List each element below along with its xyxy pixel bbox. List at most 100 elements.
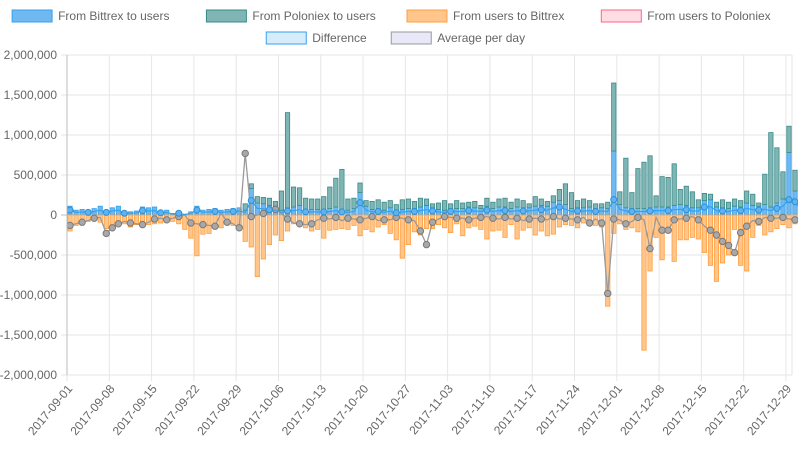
point-average-per-day bbox=[604, 289, 612, 298]
bar-from-users-to-bittrex bbox=[774, 214, 780, 229]
point-average-per-day bbox=[138, 220, 147, 229]
point-average-per-day bbox=[108, 224, 117, 232]
point-average-per-day bbox=[428, 218, 437, 226]
bar-from-poloniex-to-users bbox=[665, 176, 671, 208]
bar-from-users-to-bittrex bbox=[351, 214, 357, 226]
bar-from-poloniex-to-users bbox=[351, 197, 357, 209]
bar-from-poloniex-to-users bbox=[248, 183, 254, 190]
point-average-per-day bbox=[718, 237, 727, 246]
point-average-per-day bbox=[126, 219, 135, 227]
bar-from-poloniex-to-users bbox=[599, 203, 605, 209]
point-average-per-day bbox=[356, 216, 364, 224]
bar-from-poloniex-to-users bbox=[562, 183, 569, 206]
point-difference bbox=[302, 208, 310, 216]
bar-from-poloniex-to-users bbox=[514, 198, 520, 208]
bar-from-users-to-bittrex bbox=[532, 214, 538, 236]
bar-from-poloniex-to-users bbox=[520, 200, 526, 209]
bar-from-poloniex-to-users bbox=[429, 203, 436, 209]
bar-from-poloniex-to-users bbox=[363, 200, 369, 207]
point-difference bbox=[66, 206, 74, 214]
bar-from-users-to-bittrex bbox=[284, 214, 291, 232]
point-difference bbox=[175, 209, 183, 217]
bar-from-poloniex-to-users bbox=[345, 198, 351, 211]
bar-from-poloniex-to-users bbox=[574, 200, 581, 209]
legend-swatch bbox=[406, 9, 448, 23]
bar-from-poloniex-to-users bbox=[623, 157, 629, 209]
bar-from-users-to-bittrex bbox=[725, 214, 732, 256]
bar-from-poloniex-to-users bbox=[333, 177, 339, 208]
bar-from-users-to-bittrex bbox=[707, 214, 714, 266]
point-average-per-day bbox=[646, 244, 654, 253]
bar-from-poloniex-to-users bbox=[478, 204, 484, 209]
legend-label: Difference bbox=[312, 31, 367, 45]
legend-swatch bbox=[600, 9, 642, 23]
bar-from-poloniex-to-users bbox=[423, 198, 430, 206]
point-difference bbox=[338, 208, 346, 216]
bar-from-poloniex-to-users bbox=[550, 195, 556, 203]
bar-from-users-to-bittrex bbox=[472, 214, 478, 227]
bar-from-users-to-bittrex bbox=[303, 214, 309, 229]
bar-from-poloniex-to-users bbox=[605, 201, 611, 209]
bar-from-users-to-bittrex bbox=[786, 214, 792, 229]
bar-from-poloniex-to-users bbox=[617, 191, 623, 206]
bar-from-poloniex-to-users bbox=[278, 190, 285, 211]
point-average-per-day bbox=[235, 224, 243, 232]
point-average-per-day bbox=[513, 214, 521, 222]
point-average-per-day bbox=[730, 248, 739, 257]
point-average-per-day bbox=[561, 214, 570, 222]
y-tick-label: 0 bbox=[50, 208, 57, 222]
point-difference bbox=[700, 203, 708, 211]
bar-from-poloniex-to-users bbox=[309, 198, 315, 210]
point-difference bbox=[320, 208, 328, 216]
bar-from-poloniex-to-users bbox=[768, 132, 774, 208]
bar-from-poloniex-to-users bbox=[284, 112, 291, 209]
point-difference bbox=[392, 209, 400, 217]
bar-from-users-to-bittrex bbox=[103, 214, 109, 229]
legend: From Bittrex to users From Poloniex to us… bbox=[11, 9, 771, 45]
point-average-per-day bbox=[223, 218, 231, 226]
bar-from-poloniex-to-users bbox=[369, 200, 375, 210]
point-average-per-day bbox=[549, 212, 558, 221]
point-average-per-day bbox=[90, 214, 98, 222]
bar-from-poloniex-to-users bbox=[297, 187, 303, 206]
bar-from-poloniex-to-users bbox=[387, 200, 393, 209]
bar-from-users-to-bittrex bbox=[254, 214, 260, 277]
point-difference bbox=[247, 196, 255, 204]
bar-from-users-to-bittrex bbox=[448, 214, 454, 234]
y-tick-label: 500,000 bbox=[14, 168, 58, 182]
bar-from-users-to-bittrex bbox=[218, 214, 224, 229]
point-difference bbox=[229, 207, 237, 215]
bar-from-users-to-bittrex bbox=[327, 214, 333, 231]
point-average-per-day bbox=[283, 215, 292, 223]
point-difference bbox=[374, 207, 382, 215]
legend-item-from-users-to-poloniex: From users to Poloniex bbox=[600, 9, 771, 23]
bar-from-users-to-bittrex bbox=[677, 214, 683, 241]
bar-from-users-to-bittrex bbox=[194, 214, 200, 257]
bar-from-users-to-bittrex bbox=[242, 214, 248, 242]
point-average-per-day bbox=[742, 222, 751, 230]
point-average-per-day bbox=[452, 214, 461, 222]
bar-from-users-to-bittrex bbox=[750, 214, 756, 238]
bar-from-users-to-bittrex bbox=[399, 214, 405, 259]
point-average-per-day bbox=[162, 216, 171, 224]
point-average-per-day bbox=[404, 216, 413, 224]
bar-from-poloniex-to-users bbox=[339, 168, 345, 210]
bar-from-users-to-bittrex bbox=[339, 214, 345, 229]
bar-from-poloniex-to-users bbox=[375, 199, 381, 210]
point-average-per-day bbox=[344, 214, 352, 222]
bar-from-poloniex-to-users bbox=[327, 186, 333, 210]
point-difference bbox=[193, 206, 201, 214]
point-average-per-day bbox=[307, 220, 316, 228]
bar-from-users-to-bittrex bbox=[423, 214, 430, 229]
point-average-per-day bbox=[501, 213, 509, 222]
bar-from-poloniex-to-users bbox=[713, 201, 720, 208]
y-tick-label: 2,000,000 bbox=[4, 48, 58, 62]
point-difference bbox=[785, 196, 793, 204]
point-difference bbox=[574, 207, 582, 215]
bar-from-users-to-bittrex bbox=[647, 214, 653, 272]
legend-item-average-per-day: Average per day bbox=[390, 31, 525, 45]
bar-from-poloniex-to-users bbox=[580, 198, 587, 209]
bar-from-poloniex-to-users bbox=[484, 197, 490, 207]
point-average-per-day bbox=[755, 217, 763, 226]
bar-from-poloniex-to-users bbox=[538, 198, 544, 206]
